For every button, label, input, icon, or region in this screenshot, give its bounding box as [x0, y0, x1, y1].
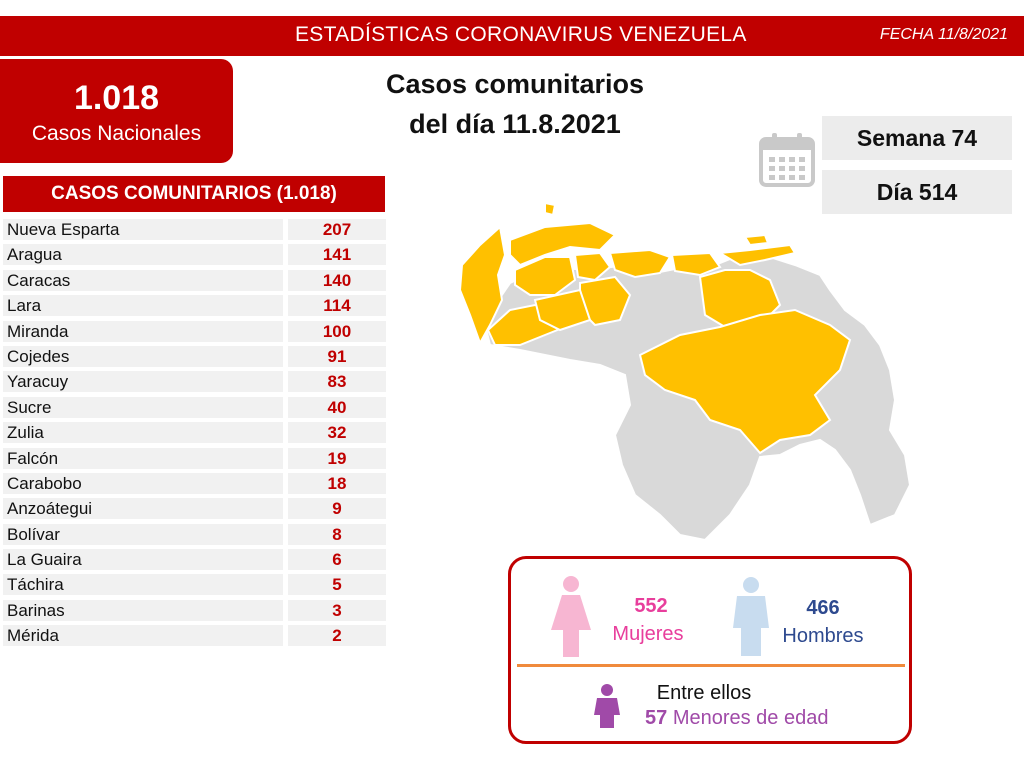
table-row: La Guaira 6	[3, 547, 386, 572]
state-cases: 114	[288, 295, 386, 317]
women-label: Mujeres	[612, 623, 684, 645]
venezuela-map	[458, 201, 912, 542]
state-name: Barinas	[3, 599, 283, 621]
national-cases-label: Casos Nacionales	[31, 122, 202, 145]
state-name: Mérida	[3, 625, 283, 647]
state-cases: 40	[288, 396, 386, 418]
state-name: Yaracuy	[3, 371, 283, 393]
table-row: Táchira 5	[3, 572, 386, 597]
state-name: Nueva Esparta	[3, 219, 283, 240]
women-count: 552	[634, 595, 668, 617]
state-cases: 2	[288, 625, 386, 647]
day-badge: Día 514	[822, 170, 1012, 214]
page-title: ESTADÍSTICAS CORONAVIRUS VENEZUELA	[295, 23, 747, 46]
state-cases: 3	[288, 599, 386, 621]
map-region-lara	[514, 256, 577, 296]
men-label: Hombres	[782, 625, 864, 647]
map-region-isla	[544, 201, 557, 217]
state-cases: 5	[288, 574, 386, 596]
woman-icon	[551, 576, 591, 657]
minors-label: Menores de edad	[672, 707, 829, 729]
map-region-carabobo-aragua	[608, 248, 672, 279]
state-cases: 91	[288, 345, 386, 367]
map-region-nueva-esparta	[743, 233, 770, 247]
card-divider	[517, 664, 905, 667]
state-name: Anzoátegui	[3, 498, 283, 520]
table-row: Aragua 141	[3, 242, 386, 267]
state-name: Caracas	[3, 269, 283, 291]
map-region-zulia	[458, 225, 507, 346]
minors-count: 57	[645, 707, 668, 729]
table-row: Cojedes 91	[3, 344, 386, 369]
table-row: Carabobo 18	[3, 471, 386, 496]
state-cases: 141	[288, 244, 386, 266]
report-date: FECHA 11/8/2021	[879, 26, 1008, 43]
map-region-miranda	[670, 251, 722, 277]
table-row: Lara 114	[3, 293, 386, 318]
state-name: Aragua	[3, 244, 283, 266]
minors-intro: Entre ellos	[656, 682, 752, 704]
gender-card: 552 Mujeres 466 Hombres Entre ellos 57 M…	[508, 556, 912, 744]
map-region-barinas	[533, 288, 592, 332]
state-cases: 18	[288, 472, 386, 494]
headline-line1: Casos comunitarios	[385, 69, 645, 99]
table-row: Mérida 2	[3, 623, 386, 648]
state-cases: 140	[288, 269, 386, 291]
table-row: Yaracuy 83	[3, 369, 386, 394]
table-row: Miranda 100	[3, 319, 386, 344]
state-cases: 100	[288, 320, 386, 342]
state-name: Sucre	[3, 396, 283, 418]
man-icon	[733, 577, 769, 656]
national-cases-card: 1.018 Casos Nacionales	[0, 59, 233, 163]
calendar-icon	[759, 133, 815, 187]
table-row: Barinas 3	[3, 598, 386, 623]
state-name: Bolívar	[3, 523, 283, 545]
state-cases: 83	[288, 371, 386, 393]
table-row: Anzoátegui 9	[3, 496, 386, 521]
minors-line: 57 Menores de edad	[645, 707, 895, 730]
headline: Casos comunitarios del día 11.8.2021	[360, 64, 670, 144]
table-row: Nueva Esparta 207	[3, 217, 386, 242]
child-icon	[594, 684, 620, 728]
state-cases: 8	[288, 523, 386, 545]
state-name: Zulia	[3, 422, 283, 444]
state-name: Cojedes	[3, 345, 283, 367]
map-region-sucre	[716, 243, 797, 267]
map-region-falcon	[509, 221, 617, 267]
state-cases: 32	[288, 422, 386, 444]
table-row: Sucre 40	[3, 395, 386, 420]
state-cases: 6	[288, 549, 386, 571]
week-badge: Semana 74	[822, 116, 1012, 160]
cases-table: Nueva Esparta 207 Aragua 141 Caracas 140 Lara 1…	[3, 217, 386, 649]
state-name: Miranda	[3, 320, 283, 342]
state-name: Lara	[3, 295, 283, 317]
state-name: Falcón	[3, 447, 283, 469]
state-name: Táchira	[3, 574, 283, 596]
state-cases: 19	[288, 447, 386, 469]
table-header: CASOS COMUNITARIOS (1.018)	[3, 176, 385, 212]
men-count: 466	[806, 597, 840, 619]
state-name: Carabobo	[3, 472, 283, 494]
state-cases: 9	[288, 498, 386, 520]
map-region-yaracuy	[573, 251, 612, 282]
state-cases: 207	[288, 219, 386, 240]
table-row: Caracas 140	[3, 268, 386, 293]
state-name: La Guaira	[3, 549, 283, 571]
header-bar: ESTADÍSTICAS CORONAVIRUS VENEZUELA FECHA…	[0, 16, 1024, 56]
national-cases-value: 1.018	[73, 79, 160, 117]
table-row: Zulia 32	[3, 420, 386, 445]
headline-line2: del día 11.8.2021	[409, 109, 621, 139]
map-region-bolivar	[638, 308, 852, 455]
table-row: Falcón 19	[3, 446, 386, 471]
table-row: Bolívar 8	[3, 522, 386, 547]
